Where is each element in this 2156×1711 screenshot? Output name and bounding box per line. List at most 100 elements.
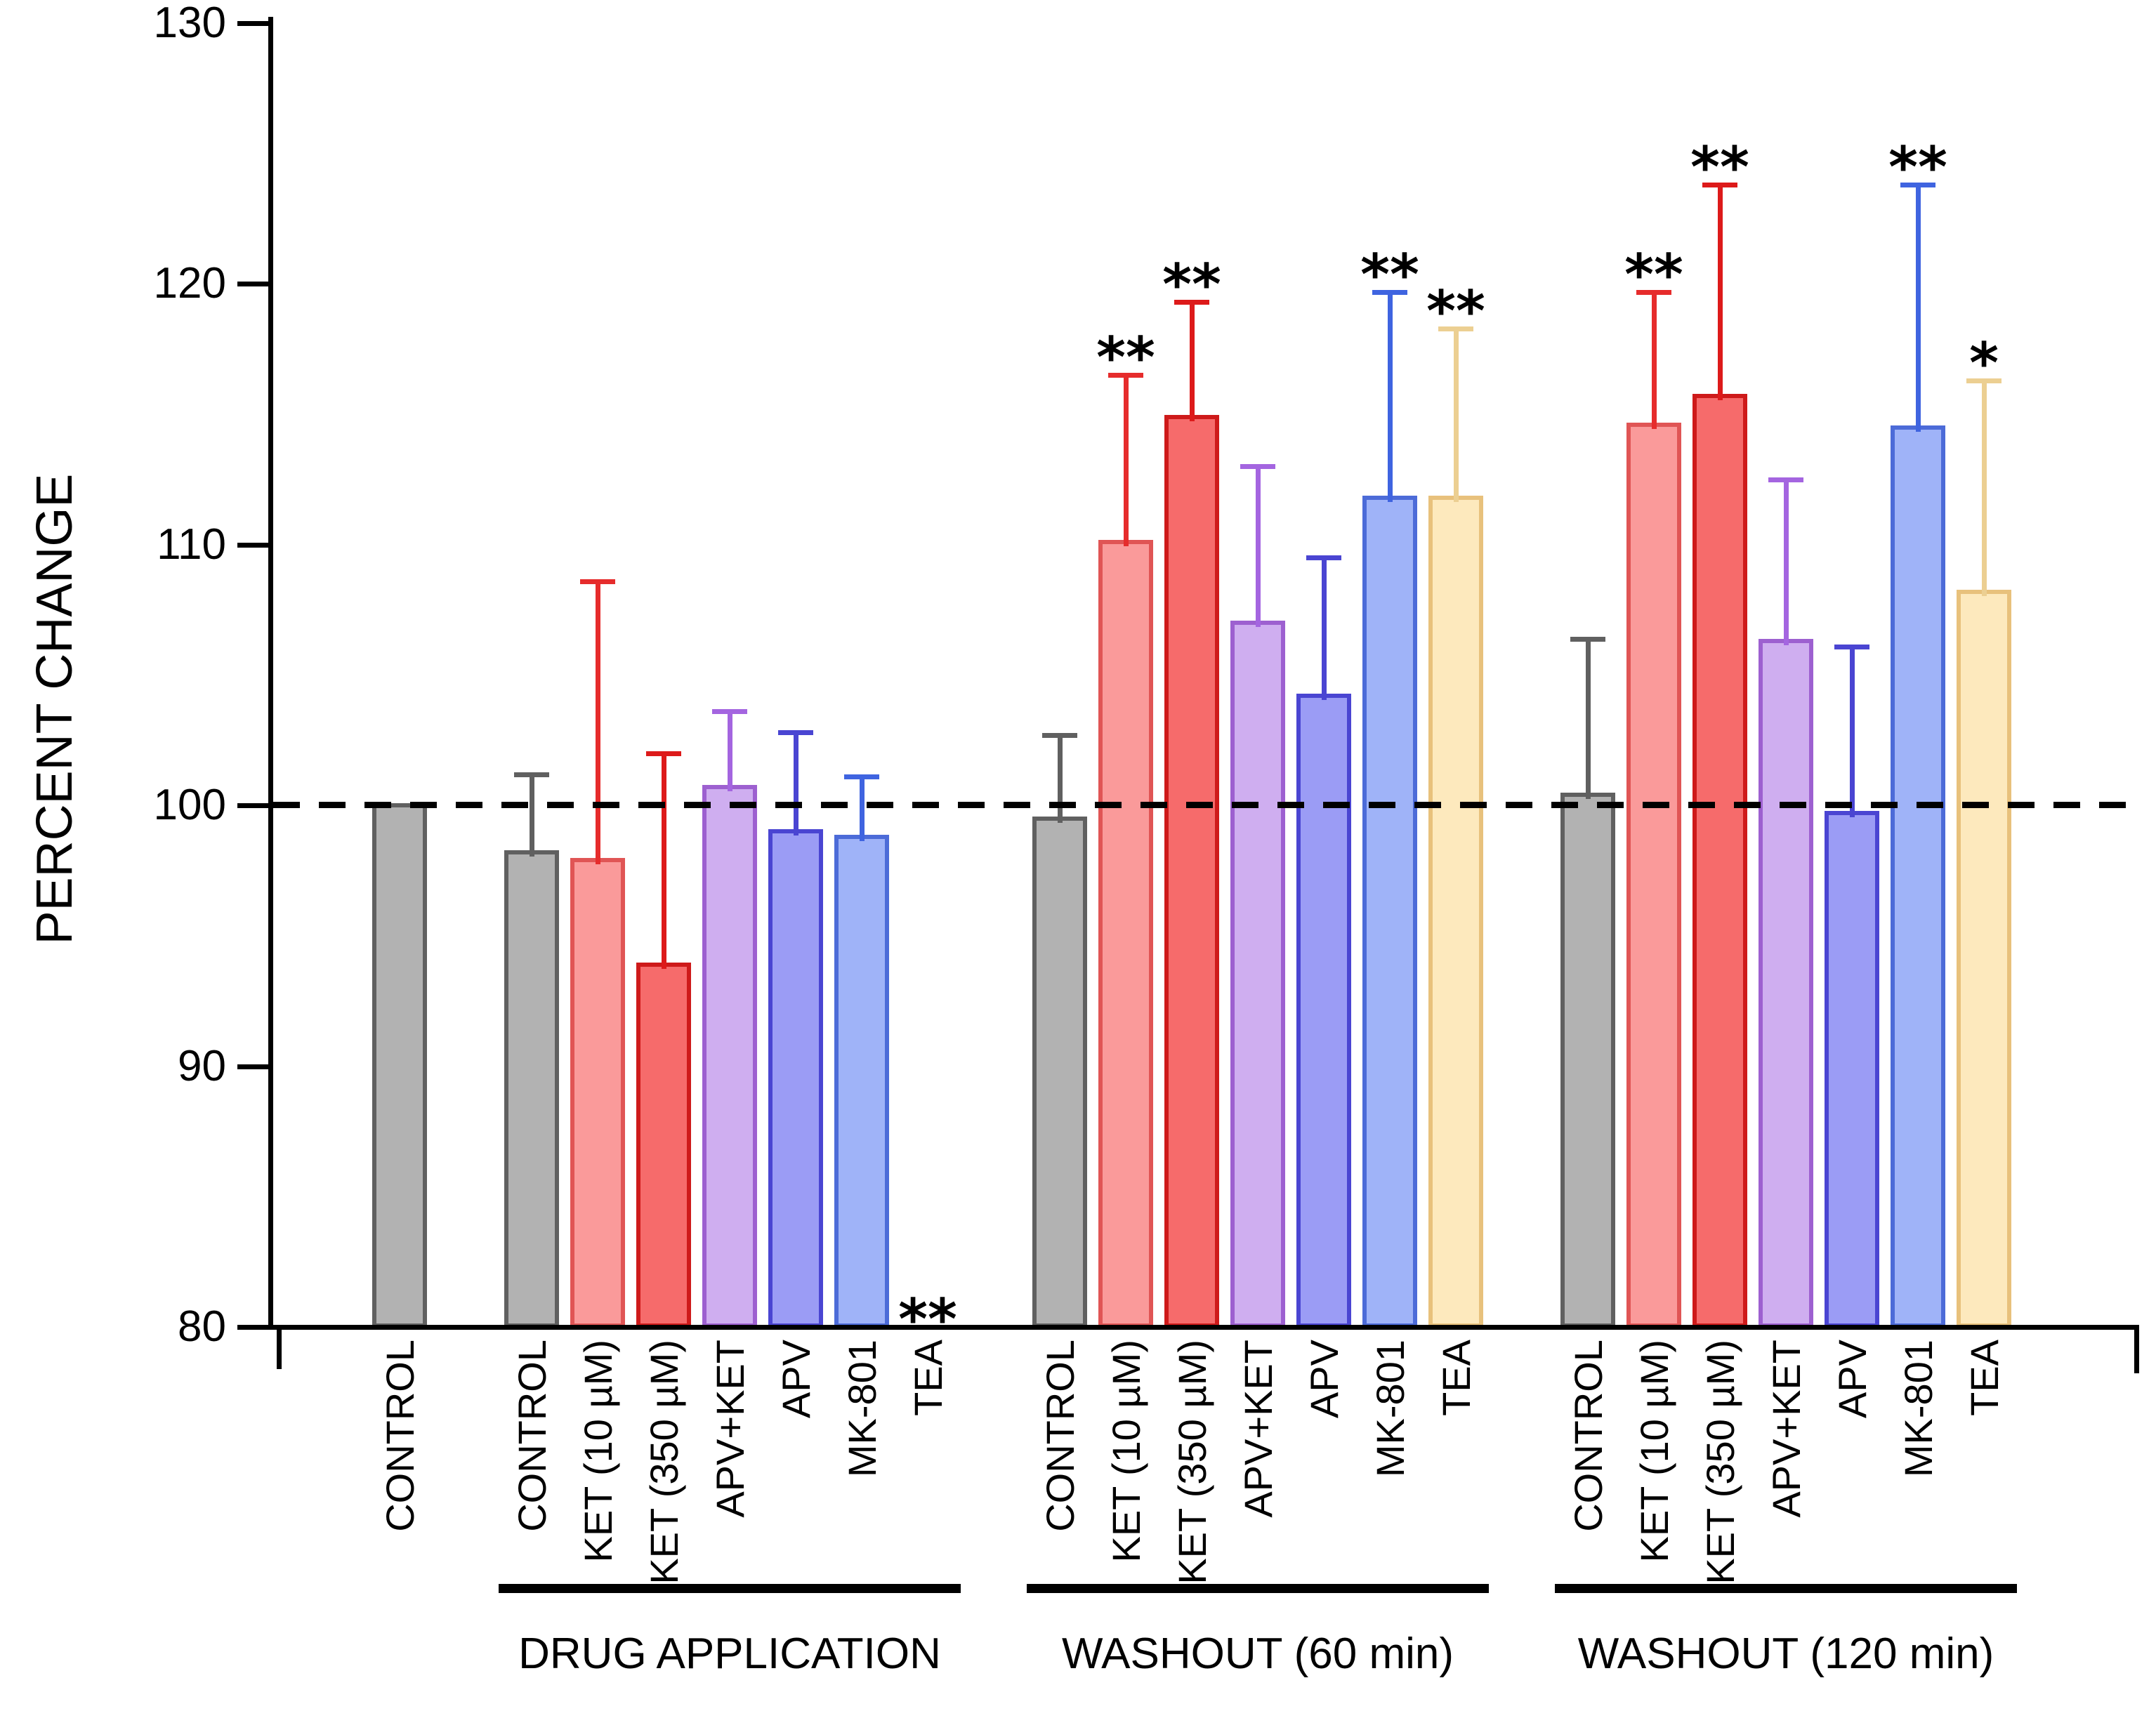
y-tick xyxy=(237,282,272,287)
y-tick xyxy=(237,803,272,809)
x-tick-label: APV xyxy=(1301,1340,1346,1419)
significance-marker: ** xyxy=(1624,242,1683,308)
bar-apv-ket xyxy=(1230,621,1285,1328)
error-bar-line xyxy=(530,774,534,857)
x-tick-label: TEA xyxy=(1433,1340,1478,1416)
y-tick-label: 110 xyxy=(157,520,226,569)
significance-marker: ** xyxy=(1888,135,1947,201)
x-tick-label: TEA xyxy=(1961,1340,2006,1416)
error-bar-cap xyxy=(1372,289,1407,295)
error-bar-cap xyxy=(1966,378,2001,383)
x-tick-label: APV xyxy=(773,1340,818,1419)
bar-ket-10-m- xyxy=(570,858,625,1328)
x-tick-label: KET (350 µM) xyxy=(1697,1340,1742,1585)
significance-marker-at-axis: ** xyxy=(898,1287,957,1352)
y-tick-label: 130 xyxy=(153,0,226,47)
group-underline xyxy=(1027,1584,1489,1593)
x-axis-right-end-tick xyxy=(2134,1330,2139,1373)
x-tick-label: KET (350 µM) xyxy=(641,1340,686,1585)
y-tick xyxy=(237,1325,272,1330)
bar-ket-10-m- xyxy=(1626,422,1681,1328)
error-bar-cap xyxy=(646,751,681,756)
x-axis-line xyxy=(268,1325,2139,1330)
bar-ket-350-m- xyxy=(1164,414,1219,1328)
bar-mk-801 xyxy=(1891,425,1945,1328)
error-bar-cap xyxy=(1174,300,1209,305)
error-bar-line xyxy=(1784,479,1789,646)
bar-control xyxy=(372,803,427,1328)
error-bar-line xyxy=(596,581,600,865)
error-bar-cap xyxy=(1768,477,1803,482)
x-tick-label: CONTROL xyxy=(509,1340,554,1532)
x-tick-label: KET (10 µM) xyxy=(575,1340,620,1563)
y-tick xyxy=(237,542,272,548)
error-bar-cap xyxy=(514,772,549,777)
bar-apv xyxy=(768,829,823,1328)
error-bar-cap xyxy=(1306,555,1341,561)
x-tick-label: APV+KET xyxy=(1235,1340,1280,1518)
error-bar-cap xyxy=(1834,644,1869,649)
bar-control xyxy=(1032,816,1087,1328)
x-tick-label: KET (350 µM) xyxy=(1169,1340,1214,1585)
error-bar-cap xyxy=(778,730,813,736)
error-bar-cap xyxy=(712,709,747,715)
error-bar-line xyxy=(662,753,666,969)
significance-marker: * xyxy=(1969,330,1999,396)
bar-apv-ket xyxy=(702,785,757,1328)
bar-ket-10-m- xyxy=(1098,540,1153,1328)
error-bar-line xyxy=(728,711,732,792)
significance-marker: ** xyxy=(1096,325,1155,391)
bar-apv xyxy=(1296,694,1351,1328)
error-bar-cap xyxy=(580,579,615,584)
x-tick-label: KET (10 µM) xyxy=(1631,1340,1676,1563)
bar-tea xyxy=(1428,495,1483,1328)
error-bar-line xyxy=(1850,646,1855,818)
x-tick-label: MK-801 xyxy=(1367,1340,1412,1478)
group-caption: WASHOUT (60 min) xyxy=(1061,1630,1454,1678)
x-tick-label: CONTROL xyxy=(377,1340,422,1532)
error-bar-line xyxy=(1454,328,1459,502)
y-tick-label: 100 xyxy=(153,781,226,830)
error-bar-line xyxy=(1124,375,1129,547)
error-bar-cap xyxy=(1900,183,1935,188)
bar-control xyxy=(1560,793,1615,1328)
error-bar-line xyxy=(1586,638,1591,800)
error-bar-cap xyxy=(1042,732,1077,738)
error-bar-line xyxy=(1652,291,1657,429)
error-bar-line xyxy=(1388,291,1393,502)
bar-tea xyxy=(1957,589,2011,1328)
error-bar-cap xyxy=(1570,636,1605,642)
significance-marker: ** xyxy=(1690,135,1749,201)
y-axis-title: PERCENT CHANGE xyxy=(27,473,83,945)
bar-control xyxy=(504,850,559,1328)
error-bar-line xyxy=(1916,185,1921,432)
error-bar-line xyxy=(860,777,865,841)
bar-ket-350-m- xyxy=(636,962,691,1328)
x-tick-label: APV+KET xyxy=(1763,1340,1808,1518)
x-tick-label: CONTROL xyxy=(1037,1340,1082,1532)
y-tick-label: 120 xyxy=(153,259,226,308)
bar-apv xyxy=(1825,811,1879,1328)
x-tick-label: CONTROL xyxy=(1565,1340,1610,1532)
error-bar-line xyxy=(1982,380,1987,596)
x-axis-left-end-tick xyxy=(277,1330,282,1369)
x-tick-label: APV xyxy=(1829,1340,1874,1419)
x-tick-label: MK-801 xyxy=(839,1340,884,1478)
significance-marker: ** xyxy=(1426,278,1485,344)
x-tick-label: APV+KET xyxy=(707,1340,752,1518)
y-axis-line xyxy=(268,17,273,1330)
x-tick-label: KET (10 µM) xyxy=(1103,1340,1148,1563)
error-bar-line xyxy=(1256,466,1261,628)
x-tick-label: TEA xyxy=(905,1340,950,1416)
error-bar-line xyxy=(1058,734,1063,823)
error-bar-line xyxy=(1190,302,1195,421)
y-tick-label: 90 xyxy=(178,1041,226,1090)
group-caption: DRUG APPLICATION xyxy=(518,1630,941,1678)
error-bar-line xyxy=(1718,185,1723,401)
error-bar-line xyxy=(1322,557,1327,701)
bar-apv-ket xyxy=(1759,639,1813,1328)
group-underline xyxy=(1555,1584,2017,1593)
bar-mk-801 xyxy=(1362,495,1417,1328)
bar-mk-801 xyxy=(834,834,889,1328)
